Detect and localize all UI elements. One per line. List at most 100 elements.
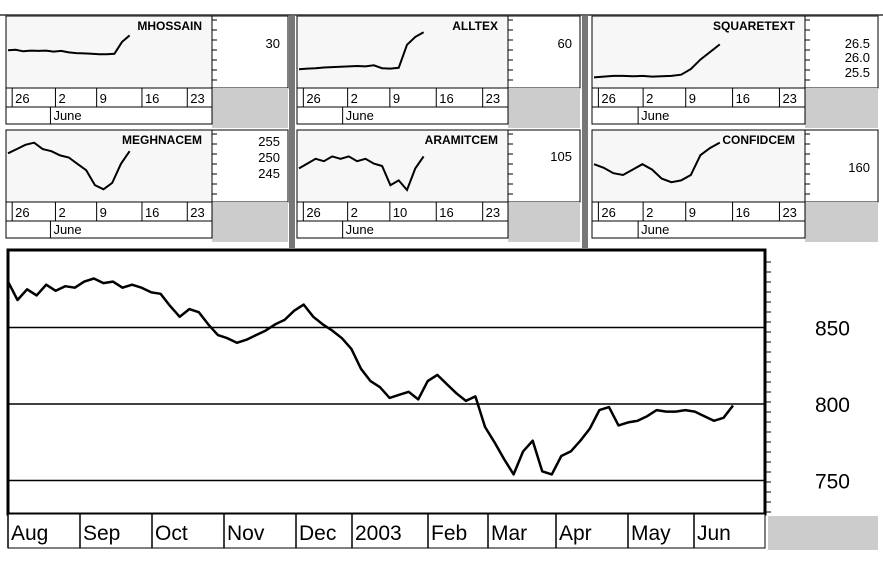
panel-series-line — [7, 34, 131, 56]
panel-y-tick-label: 160 — [848, 160, 870, 175]
panel-x-tick-label: 26 — [15, 91, 29, 106]
panel-x-tick-label: 9 — [100, 91, 107, 106]
panel-title: SQUARETEXT — [713, 19, 796, 33]
panel-axis-frame — [507, 129, 581, 203]
panel-month-label: June — [53, 222, 81, 237]
panel-x-tick-label: 23 — [782, 205, 796, 220]
panel-month-strip — [5, 220, 213, 239]
panel-month-strip — [591, 220, 806, 239]
panel-plot-frame — [296, 129, 509, 203]
main-x-tick-label: Mar — [491, 522, 527, 545]
panel-y-tick-label: 26.5 — [845, 36, 870, 51]
main-plot-frame — [6, 248, 767, 516]
main-x-tick-label: Sep — [83, 522, 120, 545]
panel-title: MEGHNACEM — [122, 133, 202, 147]
main-y-tick-label: 850 — [815, 318, 850, 341]
panel-date-strip — [5, 87, 213, 108]
main-x-tick-label: Dec — [299, 522, 336, 545]
panel-series-line — [593, 43, 721, 79]
panel-x-tick-label: 2 — [351, 91, 358, 106]
panel-month-strip — [5, 106, 213, 125]
panel-title: ARAMITCEM — [425, 133, 498, 147]
panel-grey-box — [508, 202, 580, 242]
panel-axis-frame — [804, 15, 879, 89]
panel-month-label: June — [641, 222, 669, 237]
main-x-tick-label: Feb — [431, 522, 467, 545]
panel-x-tick-label: 9 — [689, 91, 696, 106]
panel-grey-box — [508, 88, 580, 128]
panel-x-tick-label: 23 — [486, 91, 500, 106]
panel-x-tick-label: 2 — [58, 205, 65, 220]
main-series-line — [6, 277, 734, 476]
main-x-tick-label: Aug — [11, 522, 48, 545]
panel-x-tick-label: 26 — [15, 205, 29, 220]
panel-x-tick-label: 23 — [486, 205, 500, 220]
panel-month-label: June — [641, 108, 669, 123]
panel-y-tick-label: 245 — [258, 166, 280, 181]
panel-x-tick-label: 16 — [145, 205, 159, 220]
panel-y-tick-label: 30 — [266, 36, 280, 51]
main-x-tick-label: Nov — [227, 522, 265, 545]
panel-x-tick-label: 16 — [145, 91, 159, 106]
main-x-axis-strip — [7, 513, 766, 549]
panel-date-strip — [591, 87, 806, 108]
panel-series-line — [298, 31, 425, 71]
panel-series-line — [593, 141, 721, 184]
panel-series-line — [7, 141, 131, 191]
panel-x-tick-label: 26 — [306, 91, 320, 106]
panel-grey-box — [805, 88, 878, 128]
panel-y-tick-label: 255 — [258, 134, 280, 149]
panel-month-label: June — [346, 222, 374, 237]
panel-y-tick-label: 60 — [558, 36, 572, 51]
panel-axis-frame — [804, 129, 879, 203]
panel-x-tick-label: 10 — [393, 205, 407, 220]
panel-y-tick-label: 105 — [550, 149, 572, 164]
panel-x-tick-label: 2 — [351, 205, 358, 220]
main-y-tick-label: 800 — [815, 394, 850, 417]
panel-date-strip — [5, 201, 213, 222]
main-x-tick-label: May — [631, 522, 671, 545]
panel-x-tick-label: 16 — [439, 205, 453, 220]
main-grey-box — [768, 516, 878, 550]
panel-y-tick-label: 25.5 — [845, 65, 870, 80]
main-x-tick-label: 2003 — [355, 522, 402, 545]
panel-y-tick-label: 250 — [258, 150, 280, 165]
panel-x-tick-label: 2 — [646, 205, 653, 220]
panel-grey-box — [212, 88, 288, 128]
panel-column-separator — [582, 14, 588, 248]
panel-month-strip — [296, 106, 509, 125]
panel-title: ALLTEX — [452, 19, 498, 33]
panel-axis-frame — [211, 15, 289, 89]
panel-x-tick-label: 9 — [689, 205, 696, 220]
panel-x-tick-label: 23 — [190, 205, 204, 220]
panel-x-tick-label: 23 — [190, 91, 204, 106]
panel-month-strip — [296, 220, 509, 239]
panel-x-tick-label: 26 — [601, 91, 615, 106]
panel-date-strip — [296, 87, 509, 108]
panel-x-tick-label: 9 — [393, 91, 400, 106]
panel-x-tick-label: 26 — [601, 205, 615, 220]
main-y-tick-label: 750 — [815, 471, 850, 494]
panel-x-tick-label: 16 — [439, 91, 453, 106]
panel-x-tick-label: 16 — [736, 91, 750, 106]
panel-month-label: June — [346, 108, 374, 123]
panel-x-tick-label: 23 — [782, 91, 796, 106]
panel-title: CONFIDCEM — [722, 133, 795, 147]
panel-x-tick-label: 2 — [58, 91, 65, 106]
main-x-tick-label: Oct — [155, 522, 188, 545]
panel-title: MHOSSAIN — [137, 19, 202, 33]
panel-x-tick-label: 26 — [306, 205, 320, 220]
panel-series-line — [298, 155, 425, 192]
panel-date-strip — [591, 201, 806, 222]
main-x-tick-label: Apr — [559, 522, 592, 545]
panel-month-strip — [591, 106, 806, 125]
panel-plot-frame — [591, 129, 806, 203]
panel-x-tick-label: 9 — [100, 205, 107, 220]
panel-plot-frame — [5, 129, 213, 203]
panel-grey-box — [212, 202, 288, 242]
top-border — [0, 14, 883, 16]
panel-x-tick-label: 16 — [736, 205, 750, 220]
panel-grey-box — [805, 202, 878, 242]
